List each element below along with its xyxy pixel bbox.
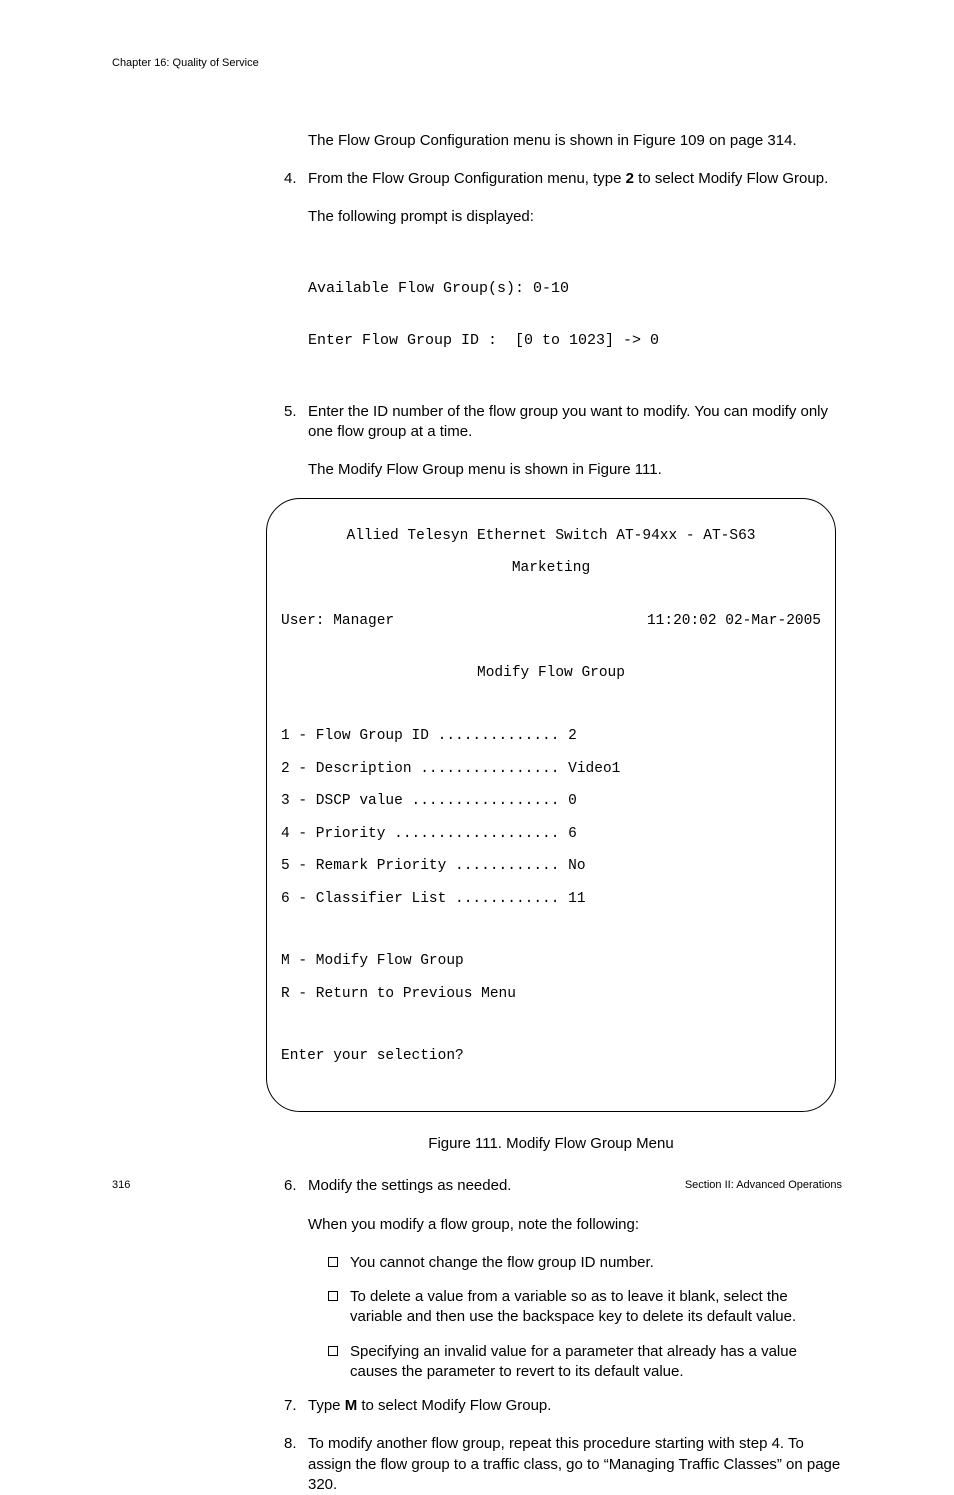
step-number: 8. <box>284 1434 308 1495</box>
bullet-text: To delete a value from a variable so as … <box>350 1287 844 1328</box>
step-number: 4. <box>284 169 308 189</box>
text-part-a: From the Flow Group Configuration menu, … <box>308 170 626 187</box>
prompt-block: Available Flow Group(s): 0-10 Enter Flow… <box>308 246 844 384</box>
bullet-item-3: Specifying an invalid value for a parame… <box>328 1342 844 1383</box>
step-text: Enter the ID number of the flow group yo… <box>308 402 844 443</box>
chapter-header: Chapter 16: Quality of Service <box>112 56 842 71</box>
step-text: Type M to select Modify Flow Group. <box>308 1396 844 1416</box>
page-number: 316 <box>112 1178 130 1193</box>
bullet-list: You cannot change the flow group ID numb… <box>328 1253 844 1382</box>
terminal-line-3: 3 - DSCP value ................. 0 <box>281 793 821 809</box>
page: Chapter 16: Quality of Service The Flow … <box>0 0 954 1235</box>
bold-2: 2 <box>626 170 634 187</box>
step-6-followup: When you modify a flow group, note the f… <box>308 1215 844 1235</box>
step-number: 5. <box>284 402 308 443</box>
terminal-user-row: User: Manager 11:20:02 02-Mar-2005 <box>281 613 821 629</box>
terminal-menu-title: Modify Flow Group <box>281 665 821 681</box>
square-bullet-icon <box>328 1346 338 1356</box>
step-text: From the Flow Group Configuration menu, … <box>308 169 844 189</box>
bullet-item-2: To delete a value from a variable so as … <box>328 1287 844 1328</box>
content-column: The Flow Group Configuration menu is sho… <box>284 131 844 1495</box>
step-4: 4. From the Flow Group Configuration men… <box>284 169 844 189</box>
intro-paragraph: The Flow Group Configuration menu is sho… <box>308 131 844 151</box>
terminal-box: Allied Telesyn Ethernet Switch AT-94xx -… <box>266 498 836 1112</box>
text-part-a: Type <box>308 1397 345 1414</box>
terminal-figure: Allied Telesyn Ethernet Switch AT-94xx -… <box>266 498 836 1112</box>
terminal-timestamp: 11:20:02 02-Mar-2005 <box>647 613 821 629</box>
figure-caption: Figure 111. Modify Flow Group Menu <box>266 1134 836 1154</box>
terminal-line-m: M - Modify Flow Group <box>281 953 821 969</box>
bullet-item-1: You cannot change the flow group ID numb… <box>328 1253 844 1273</box>
bold-m: M <box>345 1397 358 1414</box>
bullet-text: Specifying an invalid value for a parame… <box>350 1342 844 1383</box>
terminal-title-2: Marketing <box>281 560 821 576</box>
terminal-prompt: Enter your selection? <box>281 1048 821 1064</box>
terminal-line-2: 2 - Description ................ Video1 <box>281 761 821 777</box>
bullet-text: You cannot change the flow group ID numb… <box>350 1253 844 1273</box>
square-bullet-icon <box>328 1291 338 1301</box>
terminal-line-4: 4 - Priority ................... 6 <box>281 826 821 842</box>
prompt-line-2: Enter Flow Group ID : [0 to 1023] -> 0 <box>308 332 844 349</box>
square-bullet-icon <box>328 1257 338 1267</box>
step-number: 7. <box>284 1396 308 1416</box>
prompt-line-1: Available Flow Group(s): 0-10 <box>308 280 844 297</box>
terminal-line-r: R - Return to Previous Menu <box>281 986 821 1002</box>
step-4-followup: The following prompt is displayed: <box>308 207 844 227</box>
text-part-b: to select Modify Flow Group. <box>634 170 828 187</box>
terminal-user: User: Manager <box>281 613 394 629</box>
terminal-line-1: 1 - Flow Group ID .............. 2 <box>281 728 821 744</box>
terminal-line-6: 6 - Classifier List ............ 11 <box>281 891 821 907</box>
page-footer: 316 Section II: Advanced Operations <box>112 1178 842 1193</box>
step-5-followup: The Modify Flow Group menu is shown in F… <box>308 460 844 480</box>
step-7: 7. Type M to select Modify Flow Group. <box>284 1396 844 1416</box>
step-5: 5. Enter the ID number of the flow group… <box>284 402 844 443</box>
text-part-b: to select Modify Flow Group. <box>357 1397 551 1414</box>
step-text: To modify another flow group, repeat thi… <box>308 1434 844 1495</box>
section-label: Section II: Advanced Operations <box>685 1178 842 1193</box>
terminal-title-1: Allied Telesyn Ethernet Switch AT-94xx -… <box>281 528 821 544</box>
step-8: 8. To modify another flow group, repeat … <box>284 1434 844 1495</box>
terminal-line-5: 5 - Remark Priority ............ No <box>281 858 821 874</box>
